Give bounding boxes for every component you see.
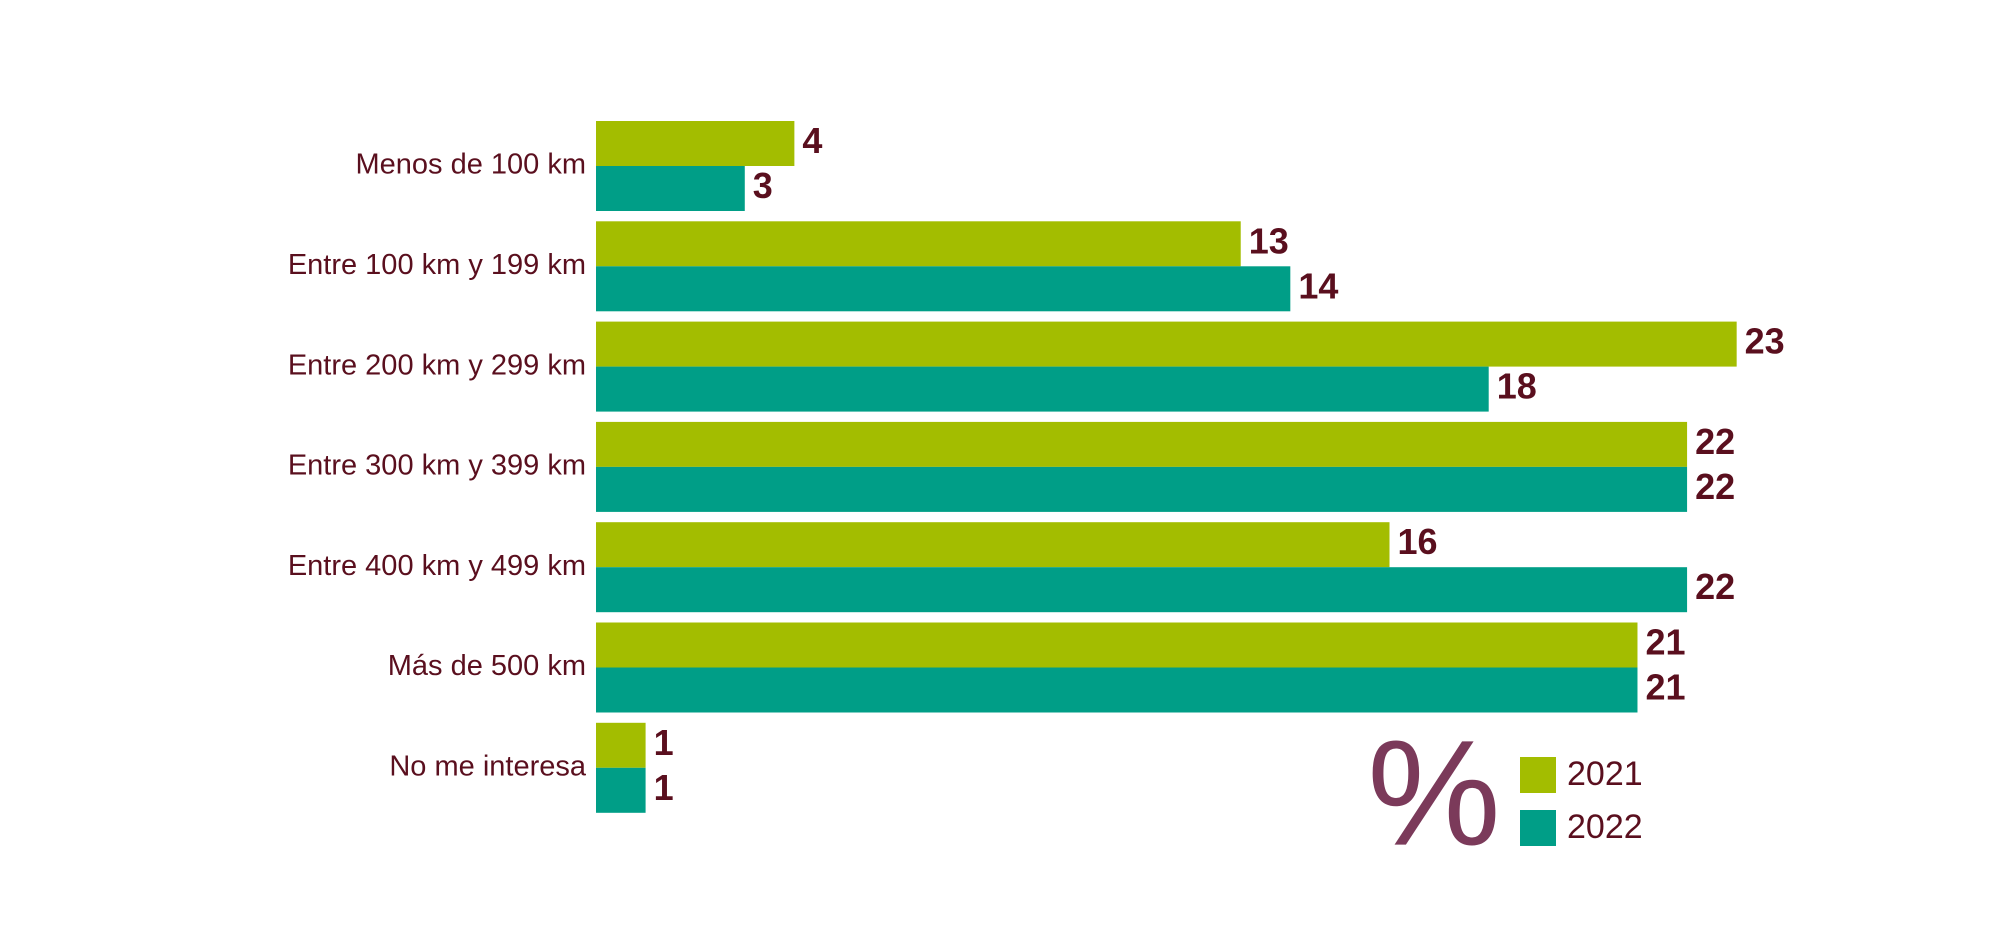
bar	[596, 667, 1638, 713]
value-label: 21	[1645, 622, 1685, 663]
value-label: 14	[1298, 265, 1338, 306]
value-label: 22	[1695, 466, 1735, 507]
category-label: Entre 100 km y 199 km	[288, 249, 586, 281]
legend-swatch	[1520, 757, 1556, 793]
bar	[596, 622, 1638, 668]
value-label: 23	[1745, 321, 1785, 362]
value-label: 21	[1645, 667, 1685, 708]
bar	[596, 522, 1390, 568]
value-label: 3	[753, 165, 773, 206]
bar	[596, 366, 1489, 412]
bar	[596, 767, 646, 813]
bar	[596, 266, 1291, 312]
bar	[596, 166, 745, 211]
category-label: Entre 200 km y 299 km	[288, 349, 586, 381]
unit-symbol: %	[1367, 709, 1500, 877]
value-label: 18	[1497, 366, 1537, 407]
category-label: Entre 300 km y 399 km	[288, 450, 586, 482]
legend-label: 2021	[1567, 755, 1643, 793]
category-label: Entre 400 km y 499 km	[288, 550, 586, 582]
value-label: 1	[654, 722, 674, 763]
value-label: 4	[802, 120, 822, 161]
category-label: Menos de 100 km	[355, 149, 586, 181]
bar	[596, 121, 795, 166]
value-label: 22	[1695, 566, 1735, 607]
bar	[596, 321, 1737, 367]
bar	[596, 466, 1688, 512]
category-label: No me interesa	[389, 750, 587, 782]
value-label: 13	[1249, 220, 1289, 261]
bar	[596, 221, 1241, 267]
legend-swatch	[1520, 810, 1556, 846]
bar	[596, 567, 1688, 613]
legend-label: 2022	[1567, 808, 1643, 846]
value-label: 22	[1695, 421, 1735, 462]
value-label: 16	[1398, 521, 1438, 562]
category-label: Más de 500 km	[388, 650, 586, 682]
bar	[596, 722, 646, 768]
bar	[596, 421, 1688, 467]
value-label: 1	[654, 767, 674, 808]
